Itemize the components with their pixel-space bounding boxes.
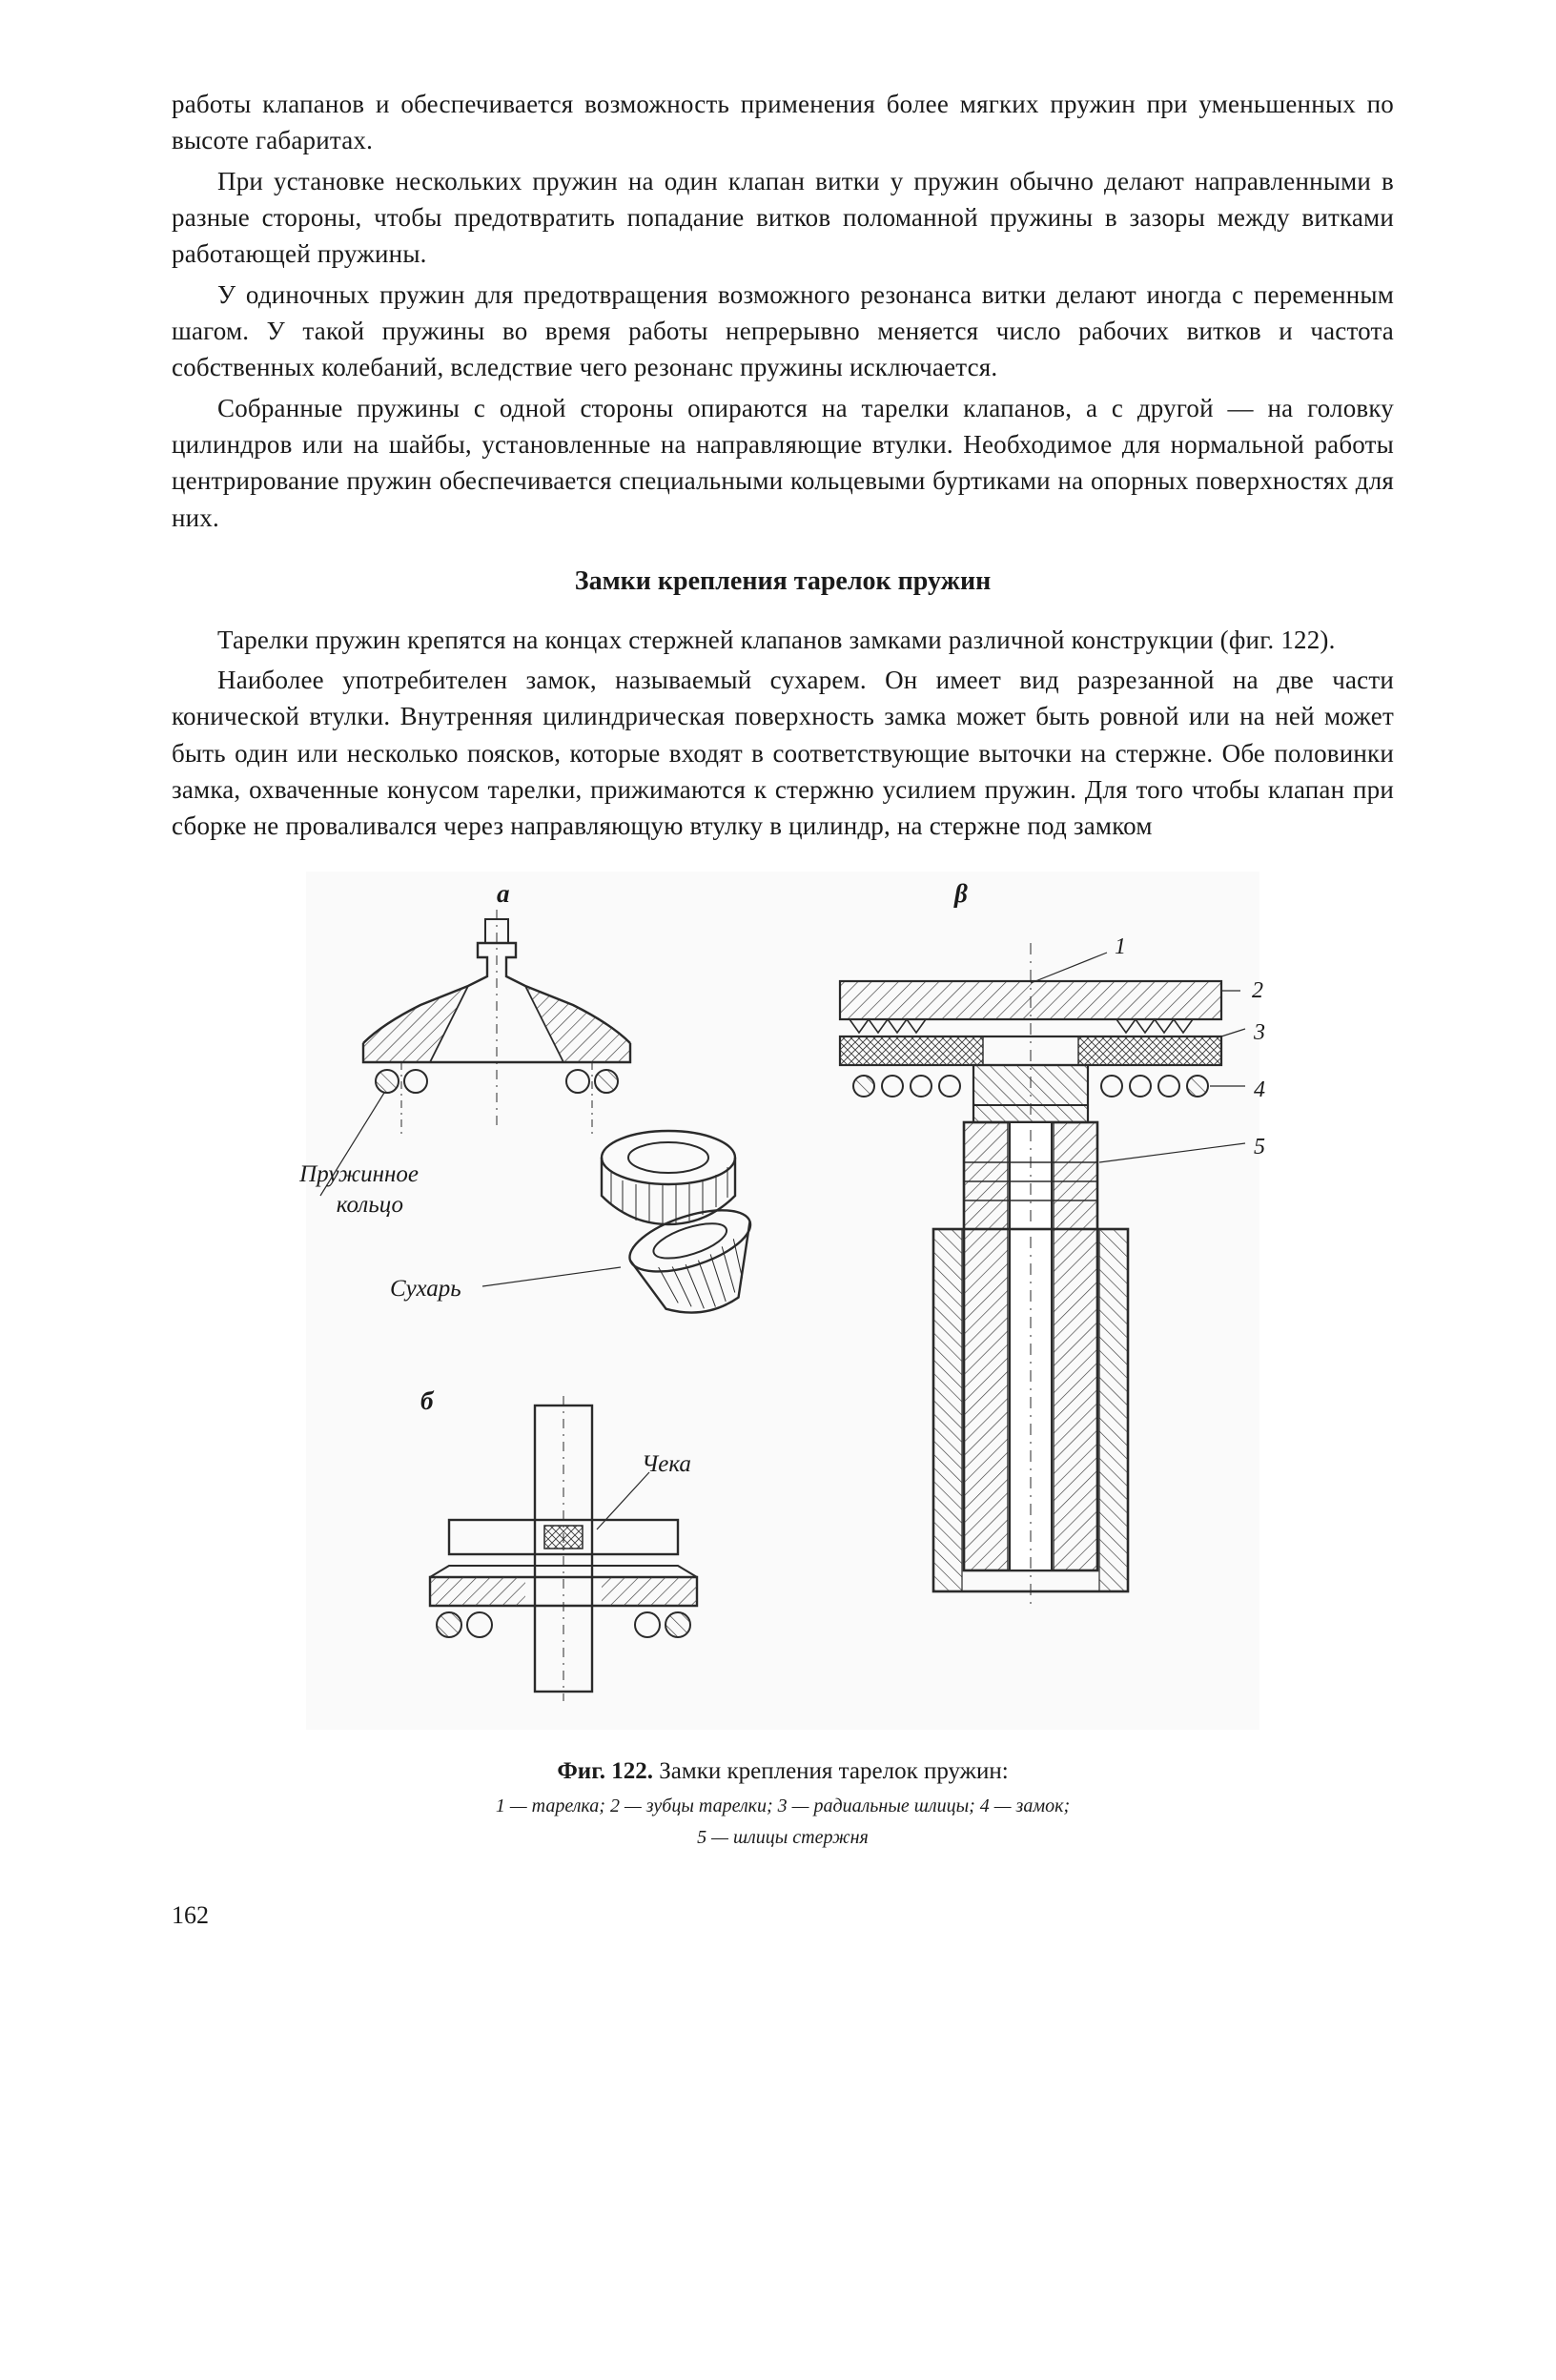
paragraph-5: Тарелки пружин крепятся на концах стержн… <box>172 622 1394 658</box>
fig-label-b: б <box>420 1383 433 1419</box>
fig-num-2: 2 <box>1252 975 1263 1007</box>
figure-caption-sub-2-text: 5 — шлицы стержня <box>697 1827 869 1848</box>
paragraph-4: Собранные пружины с одной стороны опираю… <box>172 390 1394 536</box>
figure-122: а б β Пружинное кольцо Сухарь Чека 1 2 3… <box>172 872 1394 1852</box>
fig-part-v <box>840 943 1245 1611</box>
fig-part-a <box>320 910 630 1196</box>
paragraph-3: У одиночных пружин для предотвращения во… <box>172 277 1394 386</box>
paragraph-6: Наиболее употребителен замок, называемый… <box>172 662 1394 845</box>
figure-caption-sub-1: 1 — тарелка; 2 — зубцы тарелки; 3 — ради… <box>172 1794 1394 1819</box>
fig-num-5: 5 <box>1254 1131 1265 1163</box>
fig-label-a: а <box>497 875 510 912</box>
figure-caption-sub-1-text: 1 — тарелка; 2 — зубцы тарелки; 3 — ради… <box>496 1795 1070 1816</box>
fig-anno-spring-ring-1: Пружинное <box>256 1158 419 1192</box>
fig-num-4: 4 <box>1254 1074 1265 1106</box>
figure-caption-sub-2: 5 — шлицы стержня <box>172 1825 1394 1851</box>
fig-num-1: 1 <box>1115 931 1126 963</box>
fig-sukhar <box>482 1131 772 1329</box>
figure-caption-number: Фиг. 122. <box>557 1758 653 1784</box>
fig-anno-cheka: Чека <box>642 1447 691 1482</box>
figure-caption-title: Замки крепления тарелок пружин: <box>653 1758 1009 1784</box>
fig-label-v: β <box>954 875 968 912</box>
fig-anno-sukhar: Сухарь <box>390 1272 461 1306</box>
page-number: 162 <box>172 1898 1394 1934</box>
figure-caption-main: Фиг. 122. Замки крепления тарелок пружин… <box>172 1754 1394 1789</box>
fig-num-3: 3 <box>1254 1016 1265 1049</box>
fig-part-b <box>430 1396 697 1701</box>
paragraph-1: работы клапанов и обеспечивается возможн… <box>172 86 1394 159</box>
paragraph-2: При установке нескольких пружин на один … <box>172 163 1394 273</box>
section-heading: Замки крепления тарелок пружин <box>172 563 1394 601</box>
figure-drawing: а б β Пружинное кольцо Сухарь Чека 1 2 3… <box>306 872 1259 1730</box>
fig-anno-spring-ring-2: кольцо <box>289 1188 403 1222</box>
